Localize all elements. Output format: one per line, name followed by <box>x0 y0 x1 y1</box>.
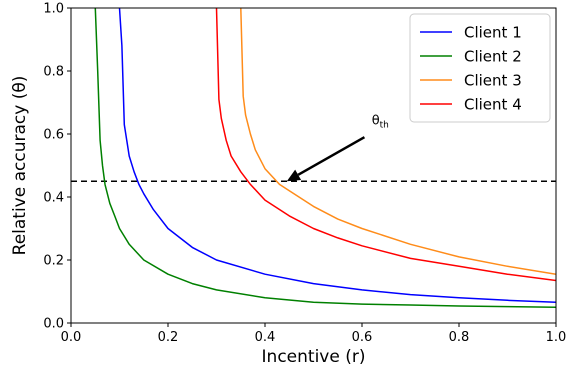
x-tick-label: 0.6 <box>352 330 373 345</box>
y-tick-label: 0.4 <box>43 191 64 206</box>
series-line-1 <box>118 8 556 303</box>
legend-label-1: Client 1 <box>464 24 522 42</box>
x-axis-title: Incentive (r) <box>262 347 366 367</box>
legend-label-2: Client 2 <box>464 48 522 66</box>
y-tick-label: 0.0 <box>43 317 64 332</box>
x-tick-label: 0.8 <box>449 330 470 345</box>
y-axis-title: Relative accuracy (θ) <box>10 76 30 256</box>
legend-label-4: Client 4 <box>464 96 522 114</box>
axes: 0.0 0.2 0.4 0.6 0.8 1.0 0.0 0.2 0.4 0.6 0.8 1.0 <box>43 2 566 346</box>
annotation-label: θth <box>372 114 389 131</box>
plot-frame <box>70 7 557 324</box>
y-tick-label: 1.0 <box>43 2 64 17</box>
annotation-arrow-head <box>286 169 302 182</box>
annotation-label-subscript: th <box>380 121 389 131</box>
legend-label-3: Client 3 <box>464 72 522 90</box>
y-tick-label: 0.8 <box>43 65 64 80</box>
y-tick-label: 0.2 <box>43 254 64 269</box>
x-tick-label: 0.2 <box>158 330 179 345</box>
y-tick-label: 0.6 <box>43 128 64 143</box>
plot-area <box>71 8 556 309</box>
x-tick-label: 0.0 <box>61 330 82 345</box>
legend-box <box>409 13 551 123</box>
x-tick-label: 1.0 <box>546 330 567 345</box>
annotation-arrow-shaft <box>297 136 366 176</box>
series-line-2 <box>94 8 556 309</box>
series-line-4 <box>215 8 556 282</box>
series-line-3 <box>240 8 556 275</box>
x-tick-label: 0.4 <box>255 330 276 345</box>
annotation-label-main: θ <box>372 114 380 129</box>
threshold-annotation: θth <box>286 114 389 182</box>
legend: Client 1 Client 2 Client 3 Client 4 <box>409 13 551 123</box>
